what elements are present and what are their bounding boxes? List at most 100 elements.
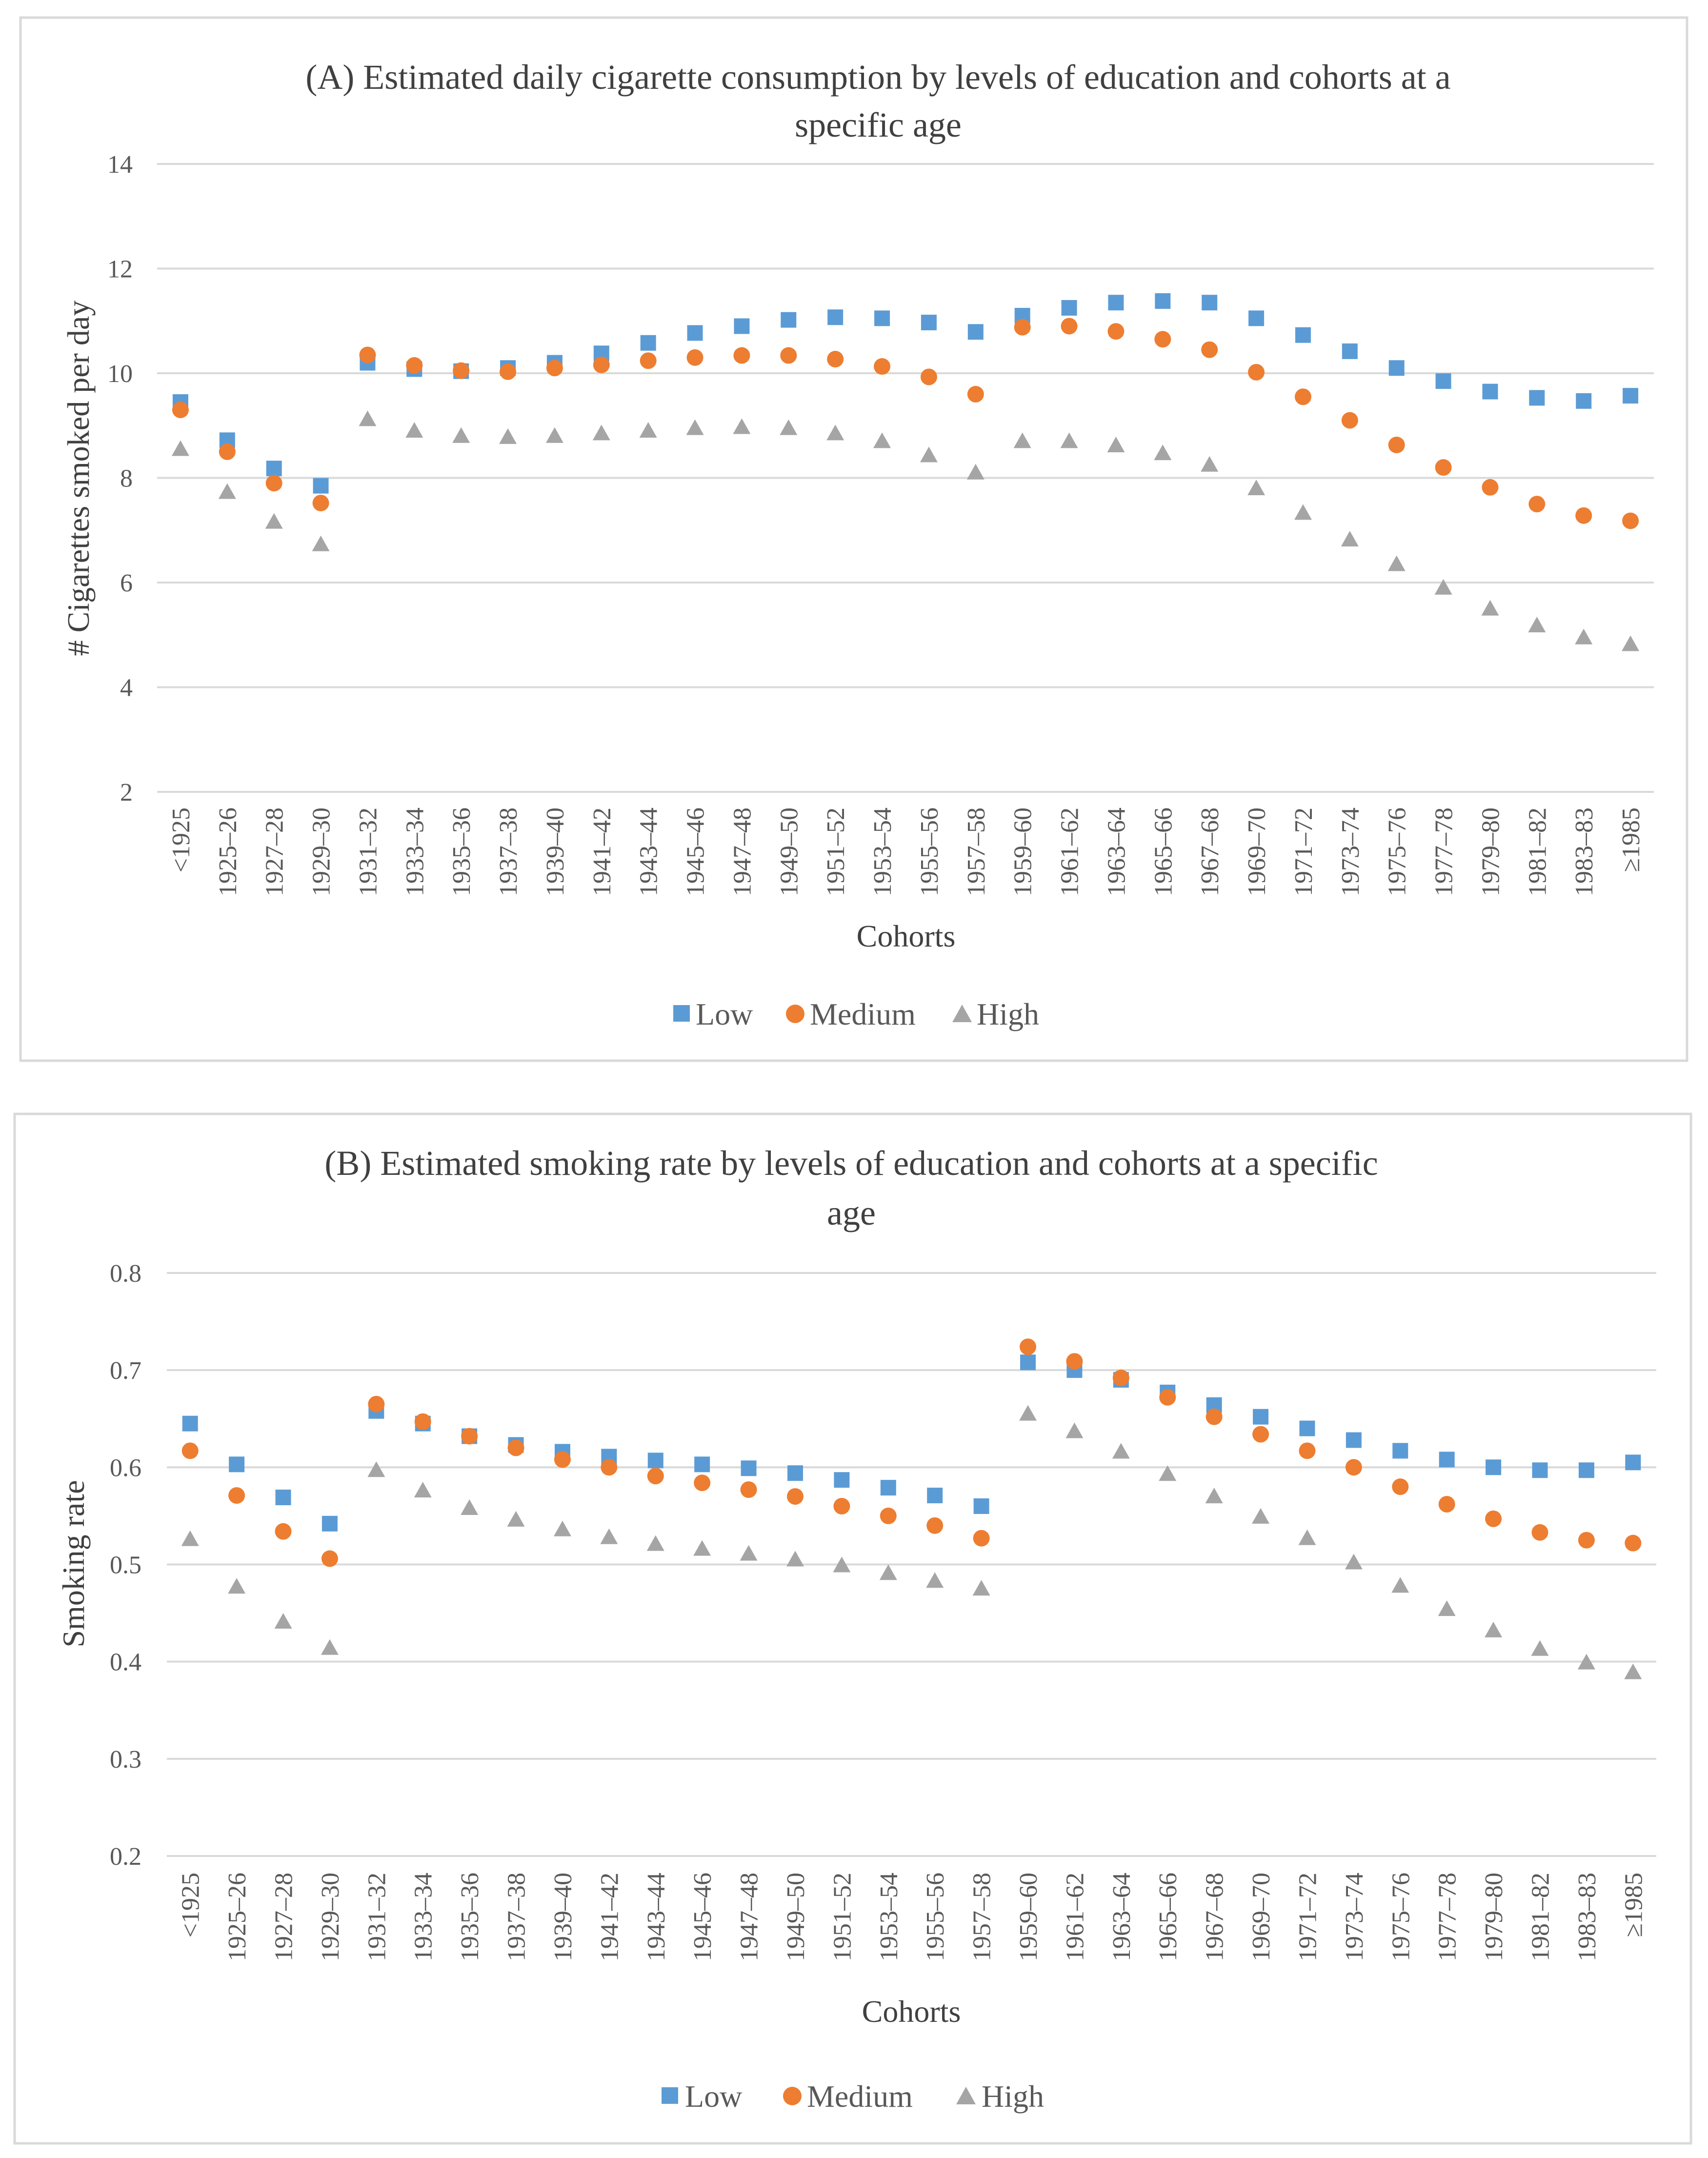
chart-b-y-tick-label: 0.2 xyxy=(110,1843,141,1871)
chart-b-point-high xyxy=(274,1613,292,1629)
chart-a-point-high xyxy=(171,440,189,456)
chart-b-point-low xyxy=(1625,1454,1641,1471)
chart-b-title-line2: age xyxy=(827,1193,876,1232)
chart-a-point-medium xyxy=(780,347,797,364)
chart-b-point-low xyxy=(1392,1443,1408,1459)
chart-b-point-low xyxy=(1020,1354,1036,1371)
chart-a-y-tick-label: 14 xyxy=(107,151,133,179)
chart-a-point-low xyxy=(967,324,984,340)
chart-b-point-high xyxy=(786,1551,804,1567)
chart-a-x-tick-label: <1925 xyxy=(167,807,195,872)
chart-a-point-high xyxy=(499,428,517,444)
chart-b-point-low xyxy=(1253,1409,1269,1425)
chart-b-gridlines xyxy=(167,1272,1656,1857)
chart-a-point-low xyxy=(1248,310,1265,326)
chart-b-y-ticks: 0.2 0.3 0.4 0.5 0.6 0.7 0.8 xyxy=(110,1260,141,1871)
chart-a-point-high xyxy=(1013,432,1031,448)
chart-a-point-medium xyxy=(1575,507,1592,524)
chart-a-point-high xyxy=(920,446,938,463)
chart-b-point-high xyxy=(646,1535,664,1551)
chart-a-legend-low-label: Low xyxy=(696,997,753,1031)
chart-b-x-tick-label: 1955–56 xyxy=(922,1873,949,1961)
chart-b-point-high xyxy=(461,1499,479,1515)
chart-a-point-high xyxy=(1481,600,1499,616)
chart-a-y-tick-label: 6 xyxy=(120,569,133,597)
chart-a-x-tick-label: 1969–70 xyxy=(1243,807,1271,896)
chart-a-point-medium xyxy=(406,357,423,374)
chart-a-x-tick-label: 1949–50 xyxy=(775,807,803,896)
chart-a-point-high xyxy=(452,427,470,443)
chart-b-point-low xyxy=(880,1480,896,1496)
chart-a-legend-high-marker xyxy=(952,1005,972,1022)
chart-a-legend-medium-label: Medium xyxy=(810,997,916,1031)
chart-a-point-high xyxy=(592,424,610,441)
chart-a-y-axis-label: # Cigarettes smoked per day xyxy=(61,301,96,656)
chart-a-x-tick-label: 1973–74 xyxy=(1337,807,1365,896)
chart-a-point-medium xyxy=(967,385,984,403)
chart-b-point-high xyxy=(879,1564,897,1580)
chart-a-point-medium xyxy=(219,443,236,460)
chart-a-point-medium xyxy=(1341,412,1358,429)
chart-a-point-high xyxy=(1622,635,1640,651)
chart-a-point-low xyxy=(1061,300,1077,316)
chart-a-point-high xyxy=(639,422,657,438)
chart-a-point-low xyxy=(781,312,797,328)
chart-a-point-high xyxy=(1434,579,1452,595)
chart-b-x-tick-label: 1925–26 xyxy=(223,1873,251,1961)
chart-b-point-low xyxy=(1439,1452,1455,1468)
chart-b-y-axis-label: Smoking rate xyxy=(56,1480,91,1647)
chart-b-point-high xyxy=(1531,1640,1549,1656)
chart-b-point-medium xyxy=(647,1468,664,1485)
chart-b-point-medium xyxy=(275,1523,292,1540)
chart-a-point-high xyxy=(312,535,330,551)
chart-b-x-tick-label: 1949–50 xyxy=(782,1873,810,1961)
chart-b-points xyxy=(181,1338,1642,1679)
chart-b-y-tick-label: 0.8 xyxy=(110,1260,141,1288)
chart-b-point-low xyxy=(1299,1420,1315,1436)
chart-b-x-tick-label: 1953–54 xyxy=(875,1873,903,1961)
chart-a-x-tick-label: 1931–32 xyxy=(354,807,382,896)
chart-a-point-high xyxy=(780,419,798,435)
chart-b-point-high xyxy=(1019,1405,1037,1421)
chart-b-point-medium xyxy=(926,1517,944,1534)
chart-a-point-high xyxy=(1575,628,1593,645)
chart-a-point-high xyxy=(1154,444,1172,461)
chart-b-point-high xyxy=(1298,1529,1316,1545)
chart-a-y-tick-label: 12 xyxy=(107,256,133,283)
chart-a-points xyxy=(171,293,1640,651)
chart-a-x-tick-label: 1927–28 xyxy=(261,807,289,896)
chart-b-point-medium xyxy=(1345,1459,1362,1476)
chart-b-point-high xyxy=(1577,1654,1595,1670)
chart-b-point-high xyxy=(600,1528,618,1544)
chart-a-x-tick-label: 1951–52 xyxy=(822,807,850,896)
chart-a-y-tick-label: 4 xyxy=(120,674,133,702)
chart-a-x-tick-label: 1975–76 xyxy=(1384,807,1411,896)
chart-b-point-high xyxy=(414,1482,432,1498)
chart-b-y-tick-label: 0.6 xyxy=(110,1454,141,1482)
chart-a-x-tick-label: 1961–62 xyxy=(1056,807,1084,896)
chart-a-point-high xyxy=(1294,504,1312,520)
chart-b-point-medium xyxy=(228,1487,245,1504)
chart-a-x-tick-label: 1937–38 xyxy=(495,807,522,896)
chart-a-x-tick-label: 1925–26 xyxy=(214,807,242,896)
chart-b-point-medium xyxy=(368,1395,385,1412)
chart-b-point-medium xyxy=(1392,1478,1409,1495)
chart-a-point-high xyxy=(1060,432,1078,448)
chart-b-point-high xyxy=(321,1639,339,1655)
chart-a-point-low xyxy=(1576,393,1592,409)
chart-b-point-medium xyxy=(1485,1510,1502,1527)
chart-a-point-medium xyxy=(453,362,470,379)
chart-b-point-low xyxy=(973,1498,989,1514)
chart-a-x-tick-label: 1935–36 xyxy=(448,807,476,896)
chart-b-point-high xyxy=(1391,1577,1409,1593)
chart-b-point-medium xyxy=(1625,1534,1642,1552)
chart-a-point-low xyxy=(313,478,329,494)
chart-b-point-medium xyxy=(461,1428,478,1445)
chart-a-point-low xyxy=(1388,360,1405,376)
chart-b-point-low xyxy=(1578,1462,1594,1478)
chart-a-x-tick-label: ≥1985 xyxy=(1617,807,1645,872)
chart-a-legend: Low Medium High xyxy=(673,997,1039,1031)
chart-a-point-high xyxy=(1201,456,1219,472)
chart-a-point-medium xyxy=(733,347,750,364)
chart-b-point-medium xyxy=(833,1498,850,1514)
